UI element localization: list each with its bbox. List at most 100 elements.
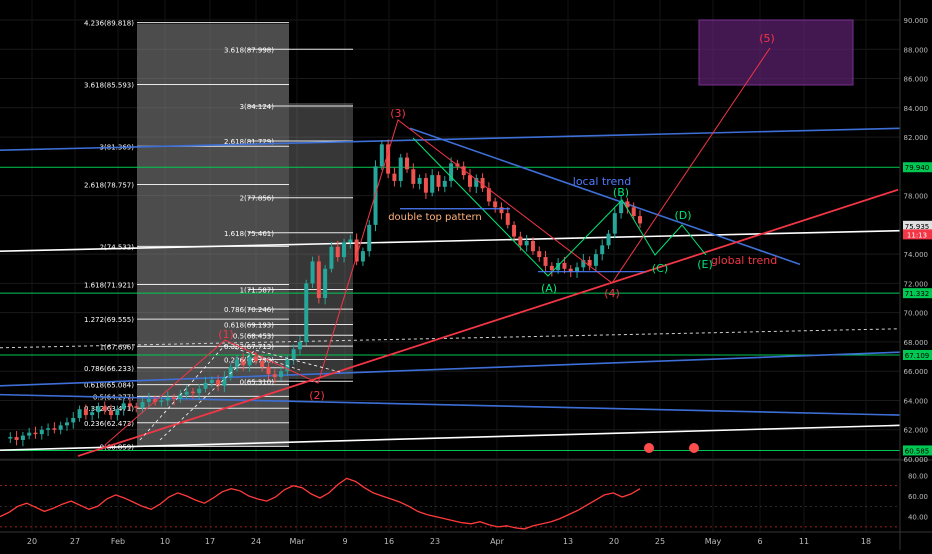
candle-body: [506, 213, 510, 225]
wave-label-4: (4): [604, 287, 620, 300]
wave-label-c: (C): [652, 262, 668, 275]
wave-label-d: (D): [674, 209, 691, 222]
price-tick-label: 62.000: [904, 427, 929, 435]
fib-label-right: 2(77.856): [240, 195, 275, 203]
candle-body: [235, 359, 239, 366]
price-badge-label: 11:13: [907, 231, 927, 239]
event-marker: [644, 443, 654, 453]
time-tick-label: 9: [342, 537, 347, 546]
candle-body: [392, 174, 396, 181]
fib-label-left: 2.618(78.757): [84, 182, 134, 190]
candle-body: [241, 359, 245, 365]
candle-body: [600, 245, 604, 254]
fib-label-left: 1(67.696): [100, 343, 135, 351]
candle-body: [46, 428, 50, 429]
fib-label-left: 0.786(66.233): [84, 365, 134, 373]
candle-body: [229, 367, 233, 377]
price-tick-label: 70.000: [904, 310, 929, 318]
price-tick-label: 60.000: [904, 456, 929, 464]
wave-label-3: (3): [390, 107, 406, 120]
candle-body: [33, 433, 37, 434]
candle-body: [115, 409, 119, 415]
candle-body: [15, 437, 19, 440]
candle-body: [436, 175, 440, 187]
candle-body: [122, 403, 126, 409]
time-tick-label: 13: [563, 537, 573, 546]
event-marker: [689, 443, 699, 453]
fib-label-right: 0(65.310): [240, 378, 275, 386]
candle-body: [266, 367, 270, 374]
fib-label-left: 3.618(85.593): [84, 81, 134, 89]
candle-body: [405, 158, 409, 170]
candle-body: [204, 383, 208, 389]
candle-body: [430, 175, 434, 193]
candle-body: [52, 428, 56, 429]
candle-body: [279, 371, 283, 377]
candle-body: [613, 213, 617, 233]
candle-body: [84, 409, 88, 415]
fib-label-right: 1.618(75.461): [224, 230, 274, 238]
candle-body: [531, 241, 535, 251]
time-tick-label: 23: [430, 537, 440, 546]
candle-body: [468, 175, 472, 187]
fib-label-right: 3.618(87.998): [224, 46, 274, 54]
fib-label-right: 3(84.124): [240, 103, 275, 111]
time-tick-label: 24: [251, 537, 261, 546]
candle-body: [424, 178, 428, 193]
candle-body: [134, 406, 138, 407]
candle-body: [632, 207, 636, 216]
candle-body: [518, 237, 522, 246]
price-tick-label: 90.000: [904, 17, 929, 25]
candle-body: [607, 234, 611, 246]
candle-body: [147, 399, 151, 402]
time-tick-label: May: [705, 537, 722, 546]
candle-body: [166, 398, 170, 401]
time-tick-label: 16: [384, 537, 394, 546]
candle-body: [411, 169, 415, 184]
time-tick-label: Apr: [490, 537, 505, 546]
local-trend-label: local trend: [573, 175, 631, 188]
candle-body: [638, 216, 642, 223]
candle-body: [172, 398, 176, 399]
candle-body: [254, 357, 258, 361]
price-tick-label: 72.000: [904, 280, 929, 288]
candle-body: [342, 242, 346, 257]
candle-body: [185, 392, 189, 395]
candle-body: [96, 406, 100, 412]
candle-body: [562, 263, 566, 269]
osc-tick-label: 80.00: [908, 472, 928, 480]
candle-body: [575, 267, 579, 271]
candle-body: [141, 402, 145, 408]
candle-body: [317, 261, 321, 298]
price-badge-label: 71.332: [905, 290, 930, 298]
candle-body: [304, 283, 308, 342]
fib-label-left: 2(74.532): [100, 243, 135, 251]
fib-label-left: 1.618(71.921): [84, 282, 134, 290]
time-tick-label: 25: [655, 537, 665, 546]
candle-body: [311, 261, 315, 283]
candle-body: [323, 269, 327, 298]
price-badge-label: 60.585: [905, 447, 930, 455]
time-tick-label: 10: [160, 537, 170, 546]
fib-label-right: 0.5(68.453): [233, 332, 274, 340]
candle-body: [493, 201, 497, 207]
wave-label-a: (A): [541, 282, 557, 295]
candle-body: [544, 257, 548, 266]
time-tick-label: Feb: [111, 537, 125, 546]
candle-body: [525, 241, 529, 245]
candle-body: [260, 361, 264, 367]
candle-body: [443, 181, 447, 187]
target-box: [699, 20, 853, 85]
candle-body: [65, 422, 69, 425]
time-tick-label: 20: [609, 537, 619, 546]
candle-body: [109, 411, 113, 415]
wave-label-5: (5): [759, 32, 775, 45]
candle-body: [329, 247, 333, 269]
wave-label-2: (2): [309, 389, 325, 402]
candle-body: [128, 403, 132, 406]
global-trend-label: global trend: [711, 254, 777, 267]
price-tick-label: 88.000: [904, 46, 929, 54]
double-top-label: double top pattern: [388, 212, 482, 223]
